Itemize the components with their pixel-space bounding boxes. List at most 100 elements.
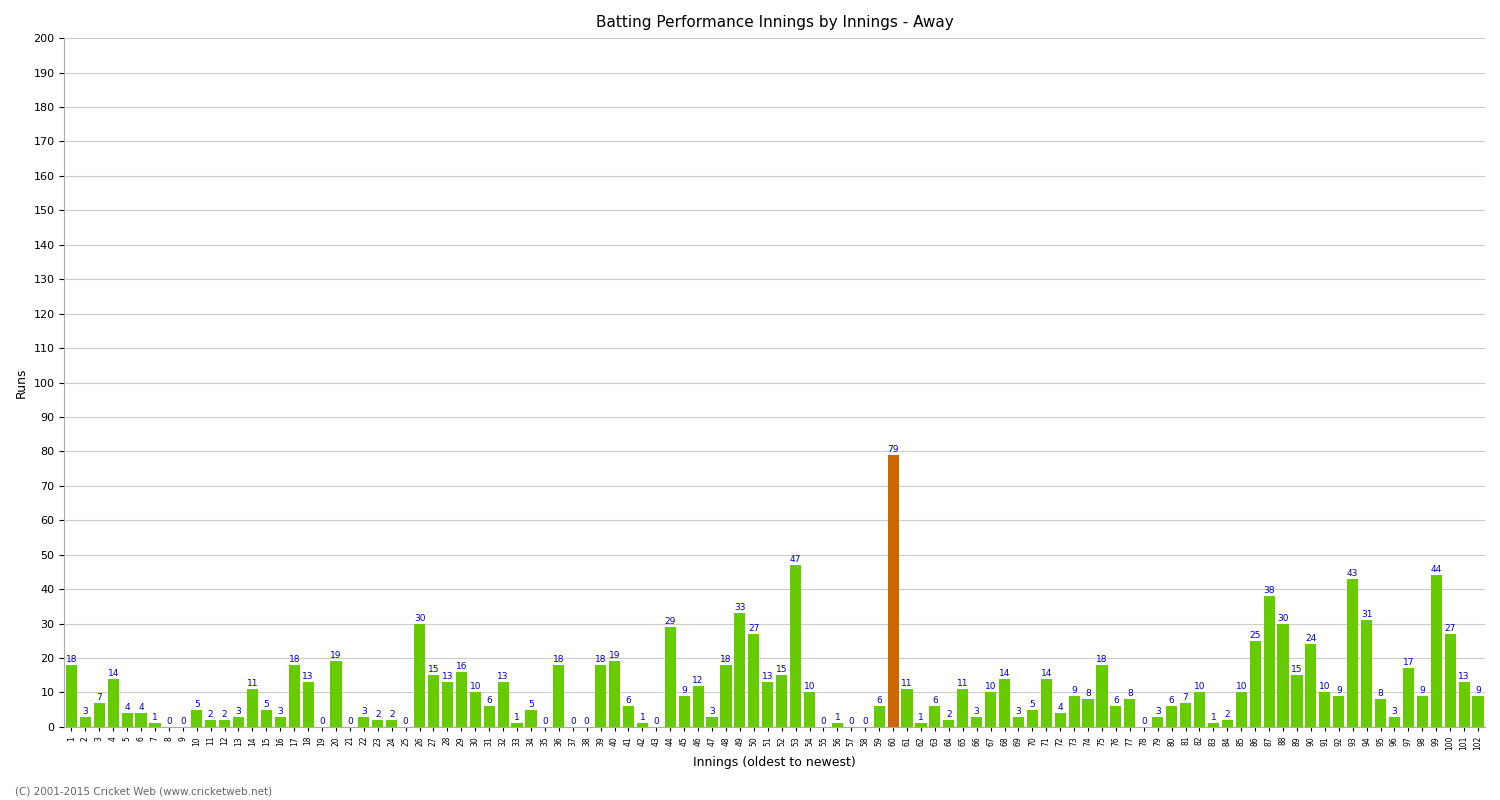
Text: 3: 3 bbox=[974, 706, 980, 715]
Bar bbox=[596, 665, 606, 727]
Bar bbox=[999, 678, 1010, 727]
Text: 14: 14 bbox=[999, 669, 1010, 678]
Bar bbox=[1236, 693, 1246, 727]
Text: 24: 24 bbox=[1305, 634, 1317, 643]
Text: 18: 18 bbox=[1096, 655, 1107, 664]
Text: 0: 0 bbox=[654, 717, 658, 726]
Text: 30: 30 bbox=[1278, 614, 1288, 622]
Bar bbox=[512, 723, 522, 727]
Text: 0: 0 bbox=[1142, 717, 1146, 726]
Text: 15: 15 bbox=[1292, 666, 1302, 674]
Text: 27: 27 bbox=[1444, 624, 1456, 633]
Text: 44: 44 bbox=[1431, 566, 1442, 574]
Text: 14: 14 bbox=[1041, 669, 1052, 678]
Bar bbox=[456, 672, 466, 727]
Text: 18: 18 bbox=[288, 655, 300, 664]
Bar bbox=[873, 706, 885, 727]
Text: 6: 6 bbox=[876, 696, 882, 706]
Bar bbox=[1125, 699, 1136, 727]
Text: 5: 5 bbox=[1029, 700, 1035, 709]
Text: 6: 6 bbox=[1168, 696, 1174, 706]
Bar bbox=[1458, 682, 1470, 727]
Text: 3: 3 bbox=[1016, 706, 1022, 715]
Bar bbox=[93, 703, 105, 727]
X-axis label: Innings (oldest to newest): Innings (oldest to newest) bbox=[693, 756, 856, 769]
Text: 30: 30 bbox=[414, 614, 426, 622]
Bar bbox=[1152, 717, 1164, 727]
Text: 8: 8 bbox=[1377, 690, 1383, 698]
Bar bbox=[470, 693, 482, 727]
Bar bbox=[1166, 706, 1178, 727]
Text: 13: 13 bbox=[762, 672, 774, 681]
Text: 9: 9 bbox=[1474, 686, 1480, 695]
Bar bbox=[804, 693, 814, 727]
Bar bbox=[1068, 696, 1080, 727]
Bar bbox=[1418, 696, 1428, 727]
Text: 1: 1 bbox=[639, 714, 645, 722]
Bar bbox=[261, 710, 272, 727]
Bar bbox=[693, 686, 703, 727]
Bar bbox=[358, 717, 369, 727]
Text: 16: 16 bbox=[456, 662, 466, 670]
Bar bbox=[372, 720, 384, 727]
Text: 11: 11 bbox=[902, 679, 914, 688]
Bar bbox=[483, 706, 495, 727]
Bar bbox=[1305, 644, 1317, 727]
Bar bbox=[135, 713, 147, 727]
Bar bbox=[248, 689, 258, 727]
Bar bbox=[414, 623, 424, 727]
Bar bbox=[525, 710, 537, 727]
Text: 8: 8 bbox=[1126, 690, 1132, 698]
Text: 18: 18 bbox=[66, 655, 76, 664]
Bar bbox=[498, 682, 508, 727]
Text: 6: 6 bbox=[486, 696, 492, 706]
Bar bbox=[386, 720, 398, 727]
Text: 1: 1 bbox=[834, 714, 840, 722]
Text: 0: 0 bbox=[821, 717, 827, 726]
Bar bbox=[957, 689, 969, 727]
Text: 3: 3 bbox=[362, 706, 366, 715]
Text: 12: 12 bbox=[693, 675, 703, 685]
Text: 25: 25 bbox=[1250, 630, 1262, 640]
Text: 6: 6 bbox=[932, 696, 938, 706]
Bar bbox=[638, 723, 648, 727]
Bar bbox=[122, 713, 132, 727]
Text: 8: 8 bbox=[1084, 690, 1090, 698]
Text: 4: 4 bbox=[138, 703, 144, 712]
Bar bbox=[1208, 723, 1219, 727]
Text: 0: 0 bbox=[320, 717, 326, 726]
Text: 5: 5 bbox=[264, 700, 268, 709]
Text: 3: 3 bbox=[710, 706, 716, 715]
Bar bbox=[1360, 620, 1372, 727]
Text: 0: 0 bbox=[849, 717, 853, 726]
Text: 7: 7 bbox=[1182, 693, 1188, 702]
Bar bbox=[735, 614, 746, 727]
Bar bbox=[706, 717, 717, 727]
Bar bbox=[80, 717, 92, 727]
Bar bbox=[1096, 665, 1107, 727]
Bar bbox=[609, 662, 619, 727]
Bar bbox=[664, 627, 676, 727]
Bar bbox=[427, 675, 439, 727]
Bar bbox=[442, 682, 453, 727]
Bar bbox=[748, 634, 759, 727]
Bar bbox=[1444, 634, 1456, 727]
Bar bbox=[930, 706, 940, 727]
Text: 43: 43 bbox=[1347, 569, 1359, 578]
Bar bbox=[150, 723, 160, 727]
Text: 11: 11 bbox=[957, 679, 969, 688]
Bar bbox=[1263, 596, 1275, 727]
Bar bbox=[206, 720, 216, 727]
Bar bbox=[1028, 710, 1038, 727]
Text: 0: 0 bbox=[584, 717, 590, 726]
Text: 1: 1 bbox=[514, 714, 520, 722]
Bar bbox=[1376, 699, 1386, 727]
Text: 9: 9 bbox=[681, 686, 687, 695]
Text: 11: 11 bbox=[246, 679, 258, 688]
Bar bbox=[219, 720, 230, 727]
Text: 2: 2 bbox=[222, 710, 228, 719]
Bar bbox=[833, 723, 843, 727]
Text: 15: 15 bbox=[427, 666, 439, 674]
Text: 3: 3 bbox=[278, 706, 284, 715]
Text: 79: 79 bbox=[888, 445, 898, 454]
